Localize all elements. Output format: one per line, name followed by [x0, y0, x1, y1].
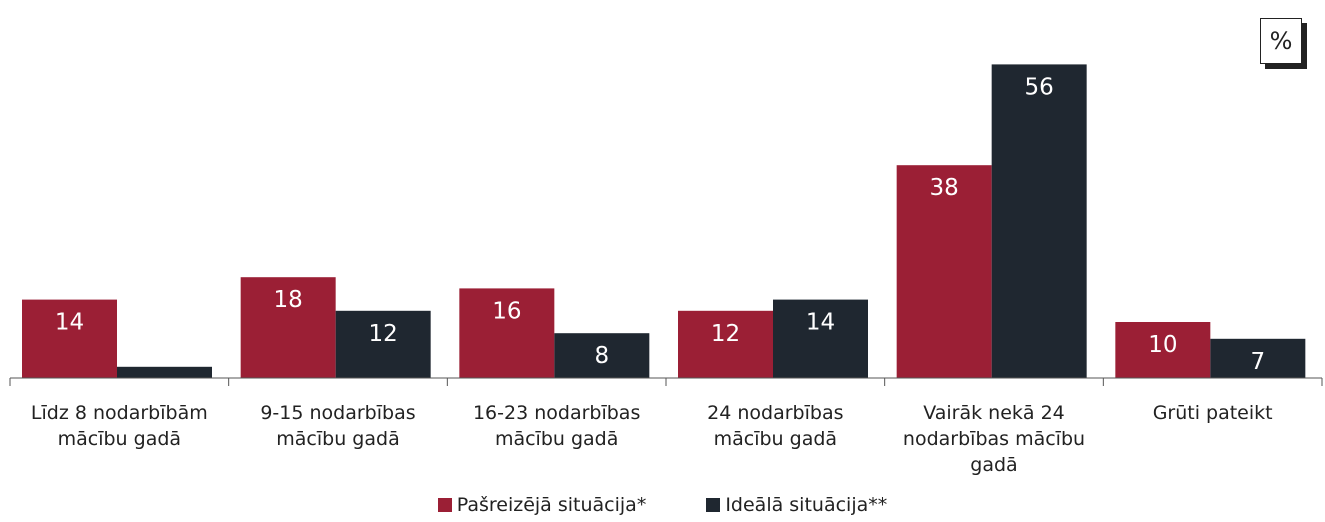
bar: [991, 64, 1087, 379]
value-label: 14: [806, 310, 835, 336]
bar: [240, 277, 336, 378]
bar: [1210, 338, 1306, 378]
bar: [22, 299, 117, 378]
bar: [335, 310, 431, 378]
legend-label: Pašreizējā situācija*: [456, 494, 647, 516]
value-label: 12: [369, 321, 398, 347]
legend-item: Pašreizējā situācija*: [437, 494, 647, 516]
unit-label: %: [1260, 18, 1302, 64]
value-label: 38: [930, 175, 959, 201]
legend-item: Ideālā situācija**: [706, 494, 887, 516]
x-tick-label: Līdz 8 nodarbībām mācību gadā: [30, 402, 208, 450]
bar: [554, 333, 650, 378]
value-label: 8: [595, 343, 610, 369]
legend: Pašreizējā situācija* Ideālā situācija**: [0, 494, 1325, 516]
x-tick-label: Vairāk nekā 24 nodarbības mācību gadā: [902, 402, 1086, 476]
legend-label: Ideālā situācija**: [725, 494, 888, 516]
x-tick-label: 16-23 nodarbības mācību gadā: [472, 402, 641, 450]
value-label: 10: [1148, 332, 1177, 358]
value-label: 18: [274, 287, 303, 313]
value-label: 16: [492, 298, 521, 324]
value-label: 14: [55, 310, 84, 336]
bar: [896, 165, 992, 378]
bar: [459, 288, 555, 378]
value-label: 7: [1251, 349, 1266, 375]
bar: [678, 310, 773, 378]
bar: [117, 366, 212, 378]
x-tick-label: 24 nodarbības mācību gadā: [707, 402, 844, 450]
legend-swatch: [706, 498, 721, 512]
bar: [773, 299, 868, 378]
value-label: 56: [1025, 74, 1054, 100]
value-label: 12: [711, 321, 740, 347]
bar: [1115, 322, 1211, 378]
legend-swatch: [437, 498, 452, 512]
x-tick-label: Grūti pateikt: [1152, 402, 1273, 424]
x-tick-label: 9-15 nodarbības mācību gadā: [260, 402, 416, 450]
